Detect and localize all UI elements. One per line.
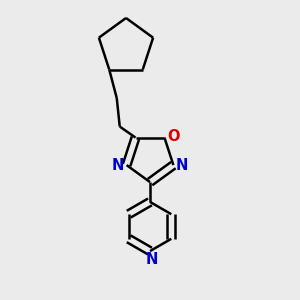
Text: O: O	[167, 129, 180, 144]
Text: N: N	[112, 158, 124, 172]
Text: N: N	[145, 252, 158, 267]
Text: N: N	[176, 158, 188, 172]
